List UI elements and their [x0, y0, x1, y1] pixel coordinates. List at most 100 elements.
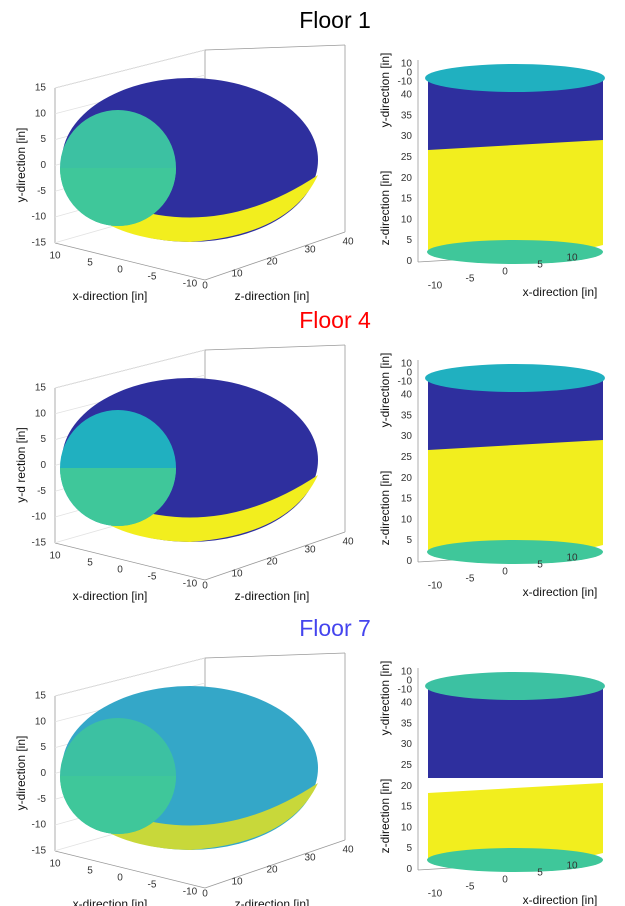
x-tick-label: -5: [466, 274, 475, 285]
z-tick-label: 15: [401, 194, 413, 205]
y-axis-label: y-direction [in]: [14, 736, 28, 811]
z-tick-label: 40: [401, 90, 413, 101]
y-tick-label: 0: [40, 768, 46, 779]
shape-top: [425, 364, 605, 392]
x-tick-label: 0: [117, 565, 123, 576]
y-axis-label: y-direction [in]: [378, 661, 392, 736]
shape-cap-lower: [60, 776, 176, 834]
shape-lower: [428, 140, 603, 258]
y-tick-label: 15: [35, 383, 47, 394]
y-tick-label: 10: [35, 716, 47, 727]
z-tick-label: 40: [342, 845, 354, 856]
x-tick-label: 5: [537, 560, 543, 571]
z-tick-label: 30: [304, 245, 316, 256]
shape-cap-lower: [60, 468, 176, 526]
z-tick-label: 20: [401, 173, 413, 184]
z-tick-label: 40: [401, 390, 413, 401]
y-tick-label: -5: [37, 186, 46, 197]
y-tick-label: -10: [32, 212, 47, 223]
x-tick-label: 10: [566, 553, 578, 564]
y-tick-label: -15: [32, 237, 47, 248]
y-tick-label: 5: [40, 434, 46, 445]
z-tick-label: 10: [401, 822, 413, 833]
y-axis-label: y-direction [in]: [378, 53, 392, 128]
x-tick-label: 10: [49, 551, 61, 562]
shape-cap-lower: [60, 168, 176, 226]
y-tick-label: 0: [40, 160, 46, 171]
z-tick-label: 25: [401, 760, 413, 771]
grid-line: [54, 657, 206, 697]
y-tick-label: -15: [32, 537, 47, 548]
z-tick-label: 30: [304, 853, 316, 864]
x-tick-label: 5: [87, 258, 93, 269]
x-axis-label: x-direction [in]: [73, 897, 148, 906]
x-tick-label: -5: [148, 272, 157, 283]
shape-bottom: [427, 540, 603, 564]
axis-line: [54, 850, 206, 889]
x-tick-label: -10: [428, 889, 443, 900]
x-tick-label: 10: [49, 859, 61, 870]
axis-line: [54, 542, 206, 581]
shape-bottom: [427, 240, 603, 264]
z-tick-label: 35: [401, 410, 413, 421]
x-tick-label: -10: [428, 281, 443, 292]
x-tick-label: 5: [537, 260, 543, 271]
z-tick-label: 30: [401, 431, 413, 442]
x-tick-label: 5: [87, 558, 93, 569]
x-axis-label: x-direction [in]: [73, 589, 148, 603]
y-axis-label: y-d rection [in]: [14, 427, 28, 502]
z-tick-label: 5: [406, 235, 412, 246]
x-tick-label: -5: [148, 572, 157, 583]
z-tick-label: 40: [342, 237, 354, 248]
y-tick-label: 0: [406, 676, 412, 687]
x-tick-label: 10: [566, 253, 578, 264]
x-tick-label: 10: [566, 861, 578, 872]
x-tick-label: 10: [49, 251, 61, 262]
z-tick-label: 35: [401, 110, 413, 121]
axis-line: [204, 652, 346, 659]
z-tick-label: 0: [406, 864, 412, 875]
grid-line: [54, 49, 206, 89]
y-tick-label: 10: [401, 359, 413, 370]
z-tick-label: 30: [401, 739, 413, 750]
axis-line: [204, 344, 346, 351]
x-axis-label: x-direction [in]: [523, 893, 598, 906]
x-tick-label: -10: [428, 581, 443, 592]
x-tick-label: 0: [502, 875, 508, 886]
shape-top: [425, 64, 605, 92]
x-tick-label: 5: [87, 866, 93, 877]
y-tick-label: -10: [398, 685, 413, 696]
z-tick-label: 10: [401, 514, 413, 525]
z-tick-label: 10: [231, 877, 243, 888]
shape-bottom: [427, 848, 603, 872]
y-axis-label: y-direction [in]: [14, 128, 28, 203]
y-tick-label: 10: [401, 59, 413, 70]
y-tick-label: 10: [35, 408, 47, 419]
x-tick-label: 5: [537, 868, 543, 879]
y-tick-label: 10: [35, 108, 47, 119]
y-axis-label: y-direction [in]: [378, 353, 392, 428]
x-tick-label: 0: [117, 873, 123, 884]
floor-title: Floor 1: [299, 7, 371, 33]
floor-title: Floor 4: [299, 307, 371, 333]
z-tick-label: 20: [266, 557, 278, 568]
y-tick-label: 5: [40, 134, 46, 145]
z-tick-label: 15: [401, 802, 413, 813]
z-tick-label: 40: [342, 537, 354, 548]
z-tick-label: 25: [401, 452, 413, 463]
z-tick-label: 10: [231, 569, 243, 580]
axis-line: [204, 839, 346, 889]
z-tick-label: 35: [401, 718, 413, 729]
z-tick-label: 30: [304, 545, 316, 556]
z-tick-label: 40: [401, 698, 413, 709]
z-axis-label: z-direction [in]: [235, 897, 310, 906]
x-axis-label: x-direction [in]: [523, 285, 598, 299]
shape-top: [425, 672, 605, 700]
z-tick-label: 0: [202, 581, 208, 592]
z-tick-label: 0: [202, 889, 208, 900]
y-tick-label: -10: [32, 512, 47, 523]
